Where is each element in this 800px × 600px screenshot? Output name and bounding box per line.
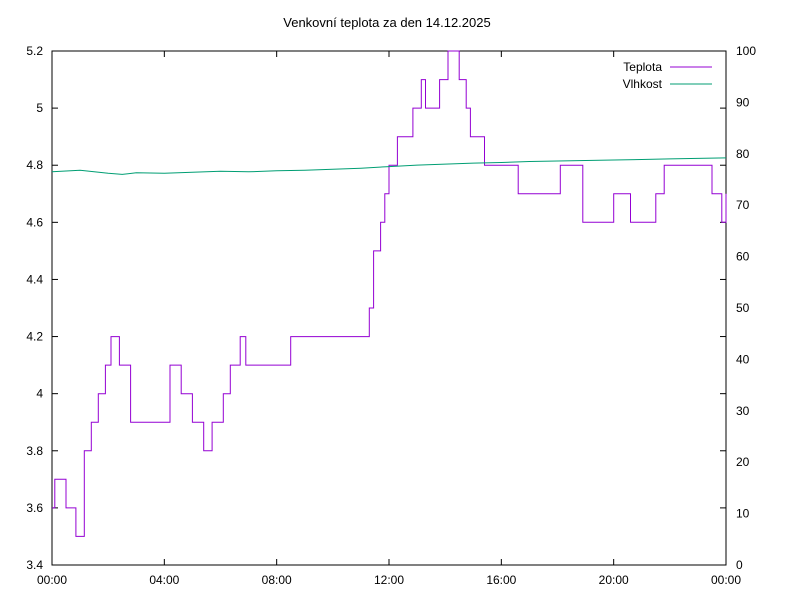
x-tick-label: 08:00 bbox=[262, 573, 292, 587]
y2-tick-label: 20 bbox=[736, 455, 750, 469]
y2-tick-label: 10 bbox=[736, 507, 750, 521]
y2-tick-label: 70 bbox=[736, 198, 750, 212]
y-tick-label: 4.2 bbox=[26, 330, 43, 344]
legend-label-teplota: Teplota bbox=[623, 60, 662, 74]
chart-title: Venkovní teplota za den 14.12.2025 bbox=[283, 15, 490, 30]
x-tick-label: 00:00 bbox=[37, 573, 67, 587]
y-tick-label: 5.2 bbox=[26, 44, 43, 58]
y2-tick-label: 100 bbox=[736, 44, 756, 58]
y-tick-label: 4.6 bbox=[26, 215, 43, 229]
y-axis-right: 0 10 20 30 40 50 60 70 80 90 100 bbox=[736, 44, 756, 572]
legend: Teplota Vlhkost bbox=[623, 60, 712, 91]
plot-frame bbox=[51, 50, 727, 566]
y-tick-label: 3.6 bbox=[26, 501, 43, 515]
y-axis-left: 3.4 3.6 3.8 4 4.2 4.4 4.6 4.8 5 5.2 bbox=[26, 44, 726, 572]
y2-tick-label: 40 bbox=[736, 352, 750, 366]
y-tick-label: 3.8 bbox=[26, 444, 43, 458]
y-tick-label: 3.4 bbox=[26, 558, 43, 572]
series-layer bbox=[51, 50, 727, 537]
y2-tick-label: 90 bbox=[736, 95, 750, 109]
y2-tick-label: 30 bbox=[736, 404, 750, 418]
y2-tick-label: 60 bbox=[736, 250, 750, 264]
x-tick-label: 04:00 bbox=[149, 573, 179, 587]
y-tick-label: 4.4 bbox=[26, 272, 43, 286]
series-line-vlhkost bbox=[51, 157, 727, 175]
y2-tick-label: 50 bbox=[736, 301, 750, 315]
y2-tick-label: 80 bbox=[736, 147, 750, 161]
x-tick-label: 12:00 bbox=[374, 573, 404, 587]
y2-tick-label: 0 bbox=[736, 558, 743, 572]
x-tick-label: 00:00 bbox=[711, 573, 741, 587]
x-tick-label: 20:00 bbox=[599, 573, 629, 587]
y-tick-label: 4.8 bbox=[26, 158, 43, 172]
y-tick-label: 4 bbox=[36, 387, 43, 401]
y-tick-label: 5 bbox=[36, 101, 43, 115]
x-tick-label: 16:00 bbox=[486, 573, 516, 587]
legend-label-vlhkost: Vlhkost bbox=[623, 77, 663, 91]
series-line-teplota bbox=[52, 50, 727, 537]
x-axis: 00:00 04:00 08:00 12:00 16:00 20:00 00:00 bbox=[37, 51, 741, 587]
